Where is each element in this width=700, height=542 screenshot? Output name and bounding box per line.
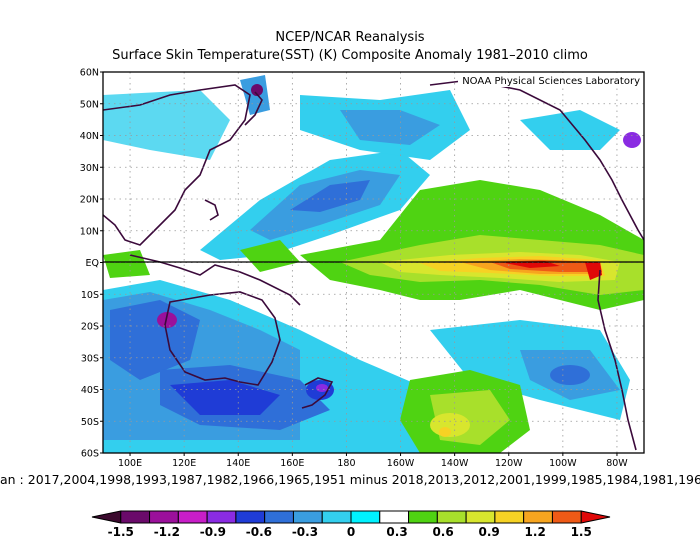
colorbar-tick-label: -1.5 bbox=[108, 525, 134, 539]
colorbar-high-arrow bbox=[580, 510, 611, 524]
credit-label: NOAA Physical Sciences Laboratory bbox=[462, 76, 640, 87]
colorbar-tick-label: -0.3 bbox=[292, 525, 318, 539]
lat-label: EQ bbox=[86, 258, 99, 269]
colorbar-segment bbox=[379, 510, 410, 524]
lon-label: 160W bbox=[387, 458, 415, 469]
colorbar-ticks: -1.5 -1.2 -0.9 -0.6 -0.3 0 0.3 0.6 0.9 1.2 1.5 bbox=[108, 525, 592, 539]
colorbar-segment bbox=[120, 510, 151, 524]
lat-label: 40S bbox=[81, 385, 99, 396]
colorbar-segment bbox=[551, 510, 582, 524]
composite-caption-text: an : 2017,2004,1998,1993,1987,1982,1966,… bbox=[0, 472, 700, 487]
lat-label: 30N bbox=[80, 163, 99, 174]
colorbar-segment bbox=[408, 510, 438, 524]
lon-label: 160E bbox=[280, 458, 304, 469]
credit-background bbox=[458, 73, 643, 87]
coastlines bbox=[103, 79, 644, 451]
latitude-labels: 60N 50N 40N 30N 20N 10N EQ 10S 20S 30S 40S 50S 60S bbox=[80, 68, 103, 460]
colorbar-tick-label: 0.3 bbox=[386, 525, 407, 539]
colorbar-segment bbox=[465, 510, 496, 524]
colorbar-low-arrow bbox=[91, 510, 122, 524]
lat-label: 40N bbox=[80, 131, 99, 142]
colorbar-tick-label: 0.6 bbox=[432, 525, 453, 539]
lat-label: 20N bbox=[80, 195, 99, 206]
colorbar-segment bbox=[350, 510, 381, 524]
colorbar-tick-label: -0.6 bbox=[246, 525, 272, 539]
colorbar-segment bbox=[292, 510, 323, 524]
lat-label: 20S bbox=[81, 322, 99, 333]
map-title: NCEP/NCAR Reanalysis bbox=[275, 30, 425, 45]
colorbar bbox=[91, 510, 611, 524]
lat-label: 50S bbox=[81, 417, 99, 428]
lat-label: 30S bbox=[81, 353, 99, 364]
colorbar-segment bbox=[206, 510, 237, 524]
composite-caption: an : 2017,2004,1998,1993,1987,1982,1966,… bbox=[0, 472, 700, 487]
anomaly-field bbox=[103, 75, 644, 453]
colorbar-tick-label: 1.2 bbox=[525, 525, 546, 539]
lat-label: 50N bbox=[80, 99, 99, 110]
longitude-labels: 100E 120E 140E 160E 180 160W 140W 120W 100W 80W bbox=[118, 453, 628, 469]
lon-label: 120W bbox=[495, 458, 523, 469]
colorbar-tick-label: -0.9 bbox=[200, 525, 226, 539]
map-subtitle: Surface Skin Temperature(SST) (K) Compos… bbox=[112, 48, 588, 63]
colorbar-segment bbox=[494, 510, 525, 524]
colorbar-tick-label: 0 bbox=[347, 525, 355, 539]
lon-label: 140W bbox=[441, 458, 469, 469]
lon-label: 100E bbox=[118, 458, 142, 469]
lon-label: 100W bbox=[549, 458, 577, 469]
colorbar-tick-label: -1.2 bbox=[154, 525, 180, 539]
lat-label: 10S bbox=[81, 290, 99, 301]
colorbar-segment bbox=[321, 510, 352, 524]
colorbar-segment bbox=[235, 510, 266, 524]
lon-label: 180 bbox=[337, 458, 355, 469]
lat-label: 10N bbox=[80, 226, 99, 237]
lat-label: 60N bbox=[80, 68, 99, 79]
colorbar-segment bbox=[177, 510, 208, 524]
colorbar-tick-label: 1.5 bbox=[571, 525, 592, 539]
lon-label: 80W bbox=[606, 458, 628, 469]
colorbar-segment bbox=[264, 510, 294, 524]
colorbar-segment bbox=[436, 510, 467, 524]
colorbar-tick-label: 0.9 bbox=[479, 525, 500, 539]
lat-label: 60S bbox=[81, 449, 99, 460]
lon-label: 140E bbox=[226, 458, 250, 469]
colorbar-segment bbox=[523, 510, 553, 524]
lon-label: 120E bbox=[172, 458, 196, 469]
colorbar-segment bbox=[149, 510, 179, 524]
